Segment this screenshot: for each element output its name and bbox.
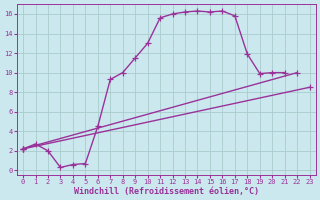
X-axis label: Windchill (Refroidissement éolien,°C): Windchill (Refroidissement éolien,°C) [74, 187, 259, 196]
